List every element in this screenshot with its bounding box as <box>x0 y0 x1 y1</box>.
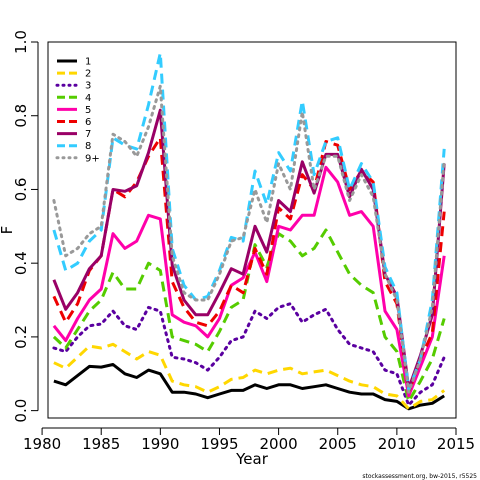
y-tick-label: 0.8 <box>12 104 30 128</box>
y-tick-label: 0.6 <box>12 178 30 202</box>
credit-text: stockassessment.org, bw-2015, r5525 <box>362 473 477 480</box>
legend-label: 7 <box>85 129 91 140</box>
x-tick-label: 1980 <box>23 435 61 453</box>
series-line-1 <box>53 363 445 411</box>
series-line-4 <box>52 228 446 403</box>
legend-label: 2 <box>85 69 91 80</box>
series-line-2 <box>53 342 446 411</box>
series-line-3 <box>52 302 446 407</box>
series-line-9plus <box>52 84 446 394</box>
legend-label: 8 <box>85 141 91 152</box>
series-lines <box>52 51 446 411</box>
y-tick-label: 0.0 <box>12 399 30 423</box>
x-axis: 1980 1985 1990 1995 2000 2005 2010 2015 <box>23 427 475 453</box>
x-tick-label: 1995 <box>200 435 238 453</box>
y-tick-label: 0.2 <box>12 325 30 349</box>
y-tick-label: 1.0 <box>12 30 30 54</box>
y-axis-title: F <box>0 226 16 235</box>
legend-label: 5 <box>85 105 91 116</box>
legend-label: 3 <box>85 81 91 92</box>
legend-label: 6 <box>85 117 91 128</box>
legend-label: 1 <box>85 57 91 68</box>
plot-frame <box>47 41 457 419</box>
x-tick-label: 2015 <box>437 435 475 453</box>
x-tick-label: 1985 <box>82 435 120 453</box>
y-axis: 0.0 0.2 0.4 0.6 0.8 1.0 <box>12 30 39 423</box>
legend-label: 9+ <box>85 153 100 164</box>
x-tick-label: 2005 <box>319 435 357 453</box>
x-tick-label: 2000 <box>260 435 298 453</box>
x-tick-label: 2010 <box>378 435 416 453</box>
y-tick-label: 0.4 <box>12 251 30 275</box>
series-line-6 <box>52 136 446 394</box>
x-axis-title: Year <box>235 450 269 468</box>
series-line-8 <box>52 51 446 392</box>
x-tick-label: 1990 <box>141 435 179 453</box>
legend-label: 4 <box>85 93 91 104</box>
